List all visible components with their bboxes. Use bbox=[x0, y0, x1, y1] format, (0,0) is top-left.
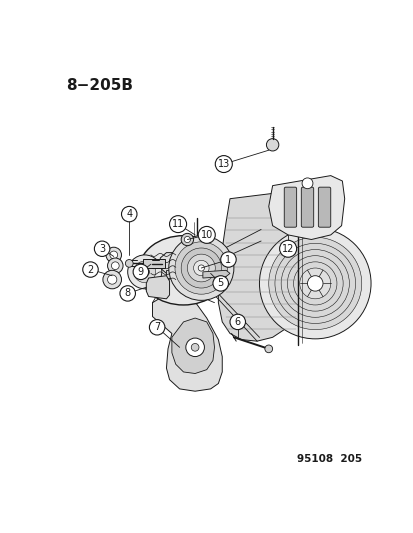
Circle shape bbox=[107, 275, 116, 284]
Polygon shape bbox=[143, 259, 164, 268]
Text: 95108  205: 95108 205 bbox=[296, 454, 361, 464]
Circle shape bbox=[106, 247, 121, 263]
Text: 2: 2 bbox=[87, 264, 93, 274]
Circle shape bbox=[268, 237, 361, 329]
Circle shape bbox=[109, 251, 117, 259]
Circle shape bbox=[212, 276, 228, 291]
Circle shape bbox=[121, 206, 137, 222]
Text: 1: 1 bbox=[225, 255, 231, 264]
Circle shape bbox=[111, 262, 119, 270]
Polygon shape bbox=[169, 257, 212, 270]
Text: 9: 9 bbox=[138, 267, 144, 277]
Circle shape bbox=[266, 139, 278, 151]
Circle shape bbox=[215, 156, 232, 173]
Text: 13: 13 bbox=[217, 159, 229, 169]
Circle shape bbox=[264, 345, 272, 353]
Circle shape bbox=[184, 237, 190, 243]
Circle shape bbox=[120, 286, 135, 301]
Polygon shape bbox=[268, 175, 344, 239]
Polygon shape bbox=[171, 318, 214, 374]
Polygon shape bbox=[295, 187, 338, 216]
Circle shape bbox=[191, 343, 199, 351]
Circle shape bbox=[307, 276, 322, 291]
Text: 6: 6 bbox=[234, 317, 240, 327]
Circle shape bbox=[140, 267, 149, 277]
Circle shape bbox=[185, 338, 204, 357]
Polygon shape bbox=[160, 253, 220, 273]
Text: 11: 11 bbox=[171, 219, 184, 229]
Circle shape bbox=[181, 248, 221, 288]
Polygon shape bbox=[202, 270, 230, 278]
Circle shape bbox=[169, 236, 233, 301]
Polygon shape bbox=[166, 270, 220, 278]
Circle shape bbox=[133, 261, 155, 282]
Circle shape bbox=[299, 268, 330, 299]
Circle shape bbox=[287, 256, 342, 311]
Circle shape bbox=[83, 262, 98, 277]
Circle shape bbox=[125, 260, 133, 267]
Circle shape bbox=[301, 178, 312, 189]
Polygon shape bbox=[218, 191, 311, 341]
Circle shape bbox=[127, 255, 161, 289]
Circle shape bbox=[175, 242, 227, 294]
Circle shape bbox=[103, 270, 121, 289]
Polygon shape bbox=[146, 276, 169, 299]
FancyBboxPatch shape bbox=[318, 187, 330, 227]
Circle shape bbox=[187, 254, 215, 282]
Circle shape bbox=[198, 265, 204, 271]
Circle shape bbox=[169, 216, 186, 232]
FancyBboxPatch shape bbox=[284, 187, 296, 227]
Polygon shape bbox=[152, 287, 222, 391]
Circle shape bbox=[198, 227, 215, 244]
Circle shape bbox=[280, 249, 349, 317]
Text: 8−205B: 8−205B bbox=[66, 78, 133, 93]
Circle shape bbox=[133, 264, 148, 280]
Circle shape bbox=[274, 244, 355, 324]
FancyBboxPatch shape bbox=[301, 187, 313, 227]
Circle shape bbox=[181, 233, 193, 246]
Text: 8: 8 bbox=[124, 288, 131, 298]
Circle shape bbox=[94, 241, 109, 256]
Ellipse shape bbox=[139, 236, 228, 305]
Text: 12: 12 bbox=[281, 244, 294, 254]
Circle shape bbox=[193, 260, 209, 276]
Circle shape bbox=[293, 262, 336, 305]
Circle shape bbox=[220, 252, 236, 267]
Text: 7: 7 bbox=[154, 322, 160, 332]
Circle shape bbox=[149, 320, 164, 335]
Text: 3: 3 bbox=[99, 244, 105, 254]
Text: 4: 4 bbox=[126, 209, 132, 219]
Circle shape bbox=[230, 314, 245, 329]
Text: 5: 5 bbox=[217, 278, 223, 288]
Circle shape bbox=[107, 258, 123, 273]
Text: 10: 10 bbox=[200, 230, 212, 240]
Circle shape bbox=[279, 240, 296, 257]
Circle shape bbox=[259, 228, 370, 339]
